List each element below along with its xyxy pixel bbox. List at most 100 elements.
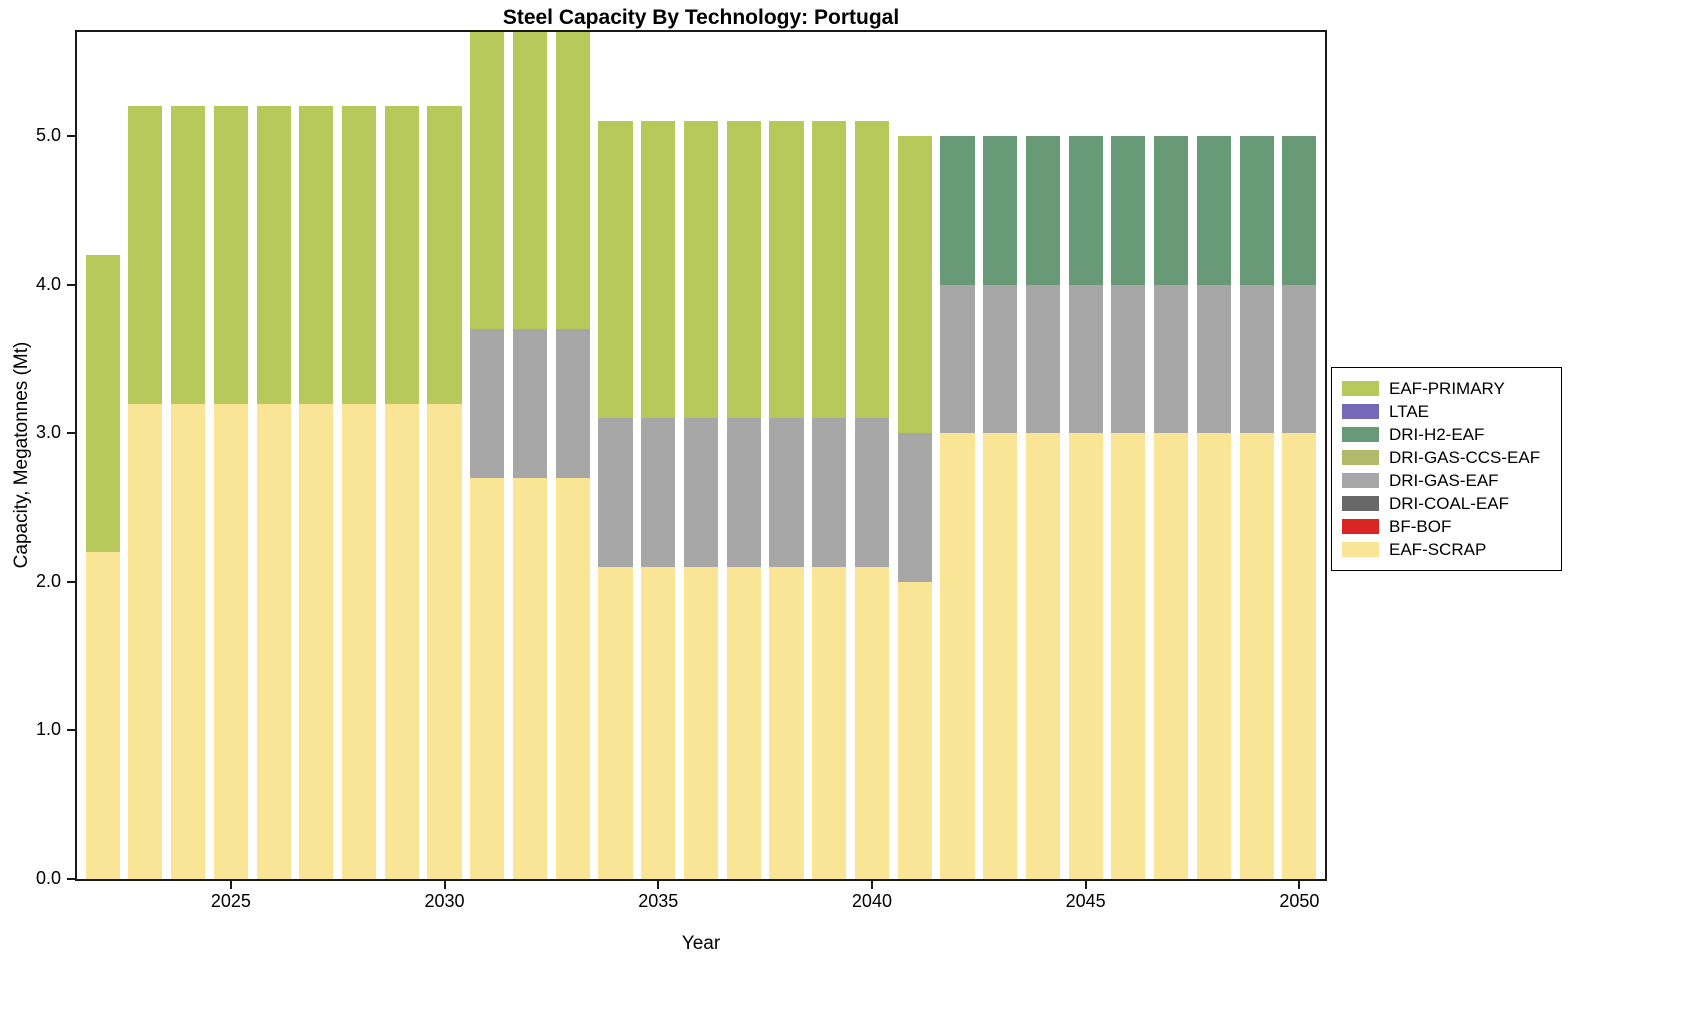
bar-segment-eaf-primary	[213, 106, 248, 404]
legend-label: DRI-GAS-EAF	[1389, 470, 1499, 490]
bar-segment-dri-gas-eaf	[769, 418, 804, 567]
bar-segment-eaf-scrap	[897, 581, 932, 879]
x-tick-label: 2035	[638, 891, 679, 911]
bar-segment-eaf-primary	[85, 254, 120, 553]
bar-segment-eaf-scrap	[1196, 433, 1231, 879]
bar-segment-eaf-scrap	[1025, 433, 1060, 879]
y-tick-label: 5.0	[35, 125, 61, 146]
bar-segment-eaf-scrap	[512, 477, 548, 879]
bar-segment-dri-h2-eaf	[1111, 136, 1146, 285]
bar-segment-eaf-primary	[683, 121, 719, 419]
bar-segment-eaf-scrap	[171, 403, 206, 879]
legend-swatch-bf-bof	[1342, 519, 1379, 534]
bar-segment-eaf-scrap	[1154, 433, 1189, 879]
bar-segment-dri-gas-eaf	[1239, 284, 1274, 434]
legend-swatch-eaf-primary	[1342, 381, 1379, 396]
bar-segment-eaf-primary	[299, 106, 334, 404]
bar-segment-eaf-scrap	[940, 433, 975, 879]
x-tick-mark	[1298, 881, 1301, 889]
legend-label: DRI-H2-EAF	[1389, 424, 1485, 444]
x-axis-label: Year	[681, 933, 721, 954]
bar-segment-dri-h2-eaf	[1282, 136, 1317, 285]
bar-segment-eaf-scrap	[427, 403, 462, 879]
y-tick-mark	[67, 135, 75, 138]
bar-segment-eaf-scrap	[1068, 433, 1103, 879]
bar-segment-dri-gas-eaf	[726, 418, 761, 567]
bar-segment-eaf-primary	[641, 121, 676, 419]
bar-segment-eaf-scrap	[128, 403, 163, 879]
bar-segment-dri-gas-eaf	[1111, 284, 1146, 434]
legend-item: DRI-GAS-EAF	[1342, 469, 1551, 492]
y-axis-label: Capacity, Megatonnes (Mt)	[11, 341, 32, 569]
x-tick-mark	[443, 881, 446, 889]
bar-segment-eaf-scrap	[256, 403, 291, 879]
bar-segment-dri-h2-eaf	[983, 136, 1018, 285]
bar-segment-eaf-primary	[769, 121, 804, 419]
bar-segment-dri-gas-eaf	[555, 329, 590, 478]
x-tick-label: 2030	[424, 891, 465, 911]
bar-segment-eaf-primary	[512, 32, 548, 330]
bar-segment-eaf-scrap	[812, 566, 847, 879]
y-tick-label: 1.0	[35, 719, 61, 740]
bar-segment-dri-gas-eaf	[1068, 284, 1103, 434]
legend-label: DRI-GAS-CCS-EAF	[1389, 447, 1541, 467]
legend-swatch-dri-gas-ccs-eaf	[1342, 450, 1379, 465]
bar-segment-eaf-primary	[897, 136, 932, 434]
x-tick-label: 2040	[851, 891, 892, 911]
bar-segment-dri-gas-eaf	[470, 329, 505, 478]
y-tick-label: 0.0	[35, 868, 61, 888]
legend-label: EAF-PRIMARY	[1389, 378, 1505, 398]
bar-segment-eaf-scrap	[641, 566, 676, 879]
bar-segment-dri-h2-eaf	[1196, 136, 1231, 285]
bar-segment-dri-h2-eaf	[1068, 136, 1103, 285]
bar-segment-dri-gas-eaf	[1025, 284, 1060, 434]
bar-segment-eaf-scrap	[854, 566, 890, 879]
bar-segment-dri-gas-eaf	[1282, 284, 1317, 434]
legend-swatch-ltae	[1342, 404, 1379, 419]
legend-item: DRI-GAS-CCS-EAF	[1342, 446, 1551, 469]
bar-segment-dri-gas-eaf	[683, 418, 719, 567]
bar-segment-dri-gas-eaf	[512, 329, 548, 478]
bar-segment-eaf-primary	[812, 121, 847, 419]
legend-item: DRI-H2-EAF	[1342, 423, 1551, 446]
bar-segment-eaf-scrap	[299, 403, 334, 879]
bar-segment-dri-gas-eaf	[854, 418, 890, 567]
bar-segment-eaf-primary	[598, 121, 633, 419]
bar-segment-eaf-scrap	[726, 566, 761, 879]
legend-item: EAF-PRIMARY	[1342, 377, 1551, 400]
legend-swatch-dri-h2-eaf	[1342, 427, 1379, 442]
bar-segment-eaf-scrap	[341, 403, 377, 879]
legend-item: DRI-COAL-EAF	[1342, 492, 1551, 515]
y-tick-mark	[67, 432, 75, 435]
bar-segment-eaf-primary	[341, 106, 377, 404]
legend: EAF-PRIMARY LTAE DRI-H2-EAF DRI-GAS-CCS-EAF…	[1331, 367, 1562, 571]
legend-item: EAF-SCRAP	[1342, 538, 1551, 561]
y-tick-label: 3.0	[35, 422, 61, 443]
bar-segment-eaf-scrap	[213, 403, 248, 879]
bar-segment-eaf-scrap	[1282, 433, 1317, 879]
bar-segment-dri-gas-eaf	[1154, 284, 1189, 434]
bar-segment-eaf-primary	[854, 121, 890, 419]
x-tick-mark	[229, 881, 232, 889]
bar-segment-eaf-scrap	[983, 433, 1018, 879]
legend-label: EAF-SCRAP	[1389, 539, 1487, 559]
legend-item: LTAE	[1342, 400, 1551, 423]
bar-segment-eaf-scrap	[1239, 433, 1274, 879]
bar-segment-dri-gas-eaf	[940, 284, 975, 434]
legend-label: DRI-COAL-EAF	[1389, 493, 1509, 513]
bar-segment-eaf-scrap	[769, 566, 804, 879]
legend-item: BF-BOF	[1342, 515, 1551, 538]
y-tick-mark	[67, 878, 75, 880]
bar-segment-eaf-scrap	[470, 477, 505, 879]
x-tick-mark	[1084, 881, 1087, 889]
bar-segment-eaf-primary	[171, 106, 206, 404]
bar-segment-dri-h2-eaf	[1154, 136, 1189, 285]
bar-segment-dri-h2-eaf	[1239, 136, 1274, 285]
bar-segment-eaf-scrap	[384, 403, 419, 879]
chart-title: Steel Capacity By Technology: Portugal	[502, 6, 900, 29]
bar-segment-eaf-primary	[726, 121, 761, 419]
y-tick-label: 2.0	[35, 570, 61, 591]
legend-label: LTAE	[1389, 401, 1429, 421]
bar-segment-eaf-primary	[427, 106, 462, 404]
bar-segment-dri-h2-eaf	[940, 136, 975, 285]
